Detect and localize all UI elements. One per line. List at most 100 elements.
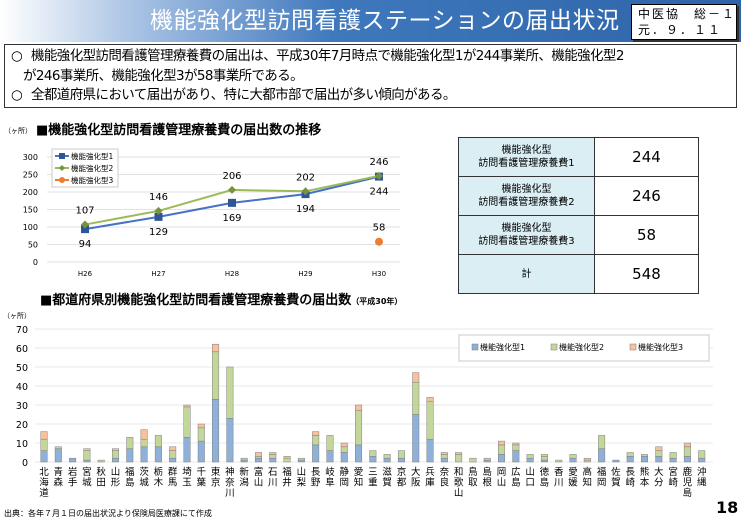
bar-segment-type2: [269, 454, 277, 459]
bar-segment-type1: [154, 446, 162, 463]
bar-segment-type2: [97, 459, 105, 463]
bar-segment-type2: [397, 450, 405, 459]
bar-segment-type2: [297, 457, 305, 461]
x-tick-label-char: 奈: [440, 466, 450, 478]
bar-segment-type2: [569, 454, 577, 459]
x-tick-label-char: 山: [254, 478, 264, 489]
x-tick-label-char: 北: [39, 467, 49, 478]
table-label-line2: 訪問看護管理療養費2: [478, 197, 575, 208]
bar-segment-type3: [269, 452, 277, 455]
x-tick-label-char: 岡: [597, 478, 607, 489]
bar-segment-type1: [169, 457, 177, 463]
bar-segment-type3: [111, 448, 119, 451]
x-tick-label-char: 栃: [154, 466, 164, 478]
x-tick-label-char: 香: [554, 467, 564, 478]
bar-segment-type3: [540, 454, 548, 457]
table-row: 機能強化型 訪問看護管理療養費1 244: [458, 137, 699, 177]
bar-segment-type2: [383, 454, 391, 459]
data-label: 107: [75, 206, 94, 217]
x-tick-label-char: 媛: [568, 477, 578, 489]
y-tick-label: 250: [23, 171, 38, 180]
bar-segment-type2: [254, 456, 262, 459]
x-tick-label-char: 葉: [197, 477, 207, 489]
data-label: 169: [222, 213, 241, 224]
legend-label: 機能強化型1: [480, 342, 525, 352]
table-label: 計: [458, 254, 595, 294]
bar-segment-type1: [197, 440, 205, 463]
badge-line1: 中医協 総－１: [638, 7, 737, 21]
x-tick-label-char: 高: [583, 466, 593, 478]
x-tick-label-char: 形: [111, 477, 121, 489]
data-point: [154, 212, 163, 221]
bar-segment-type2: [340, 446, 348, 453]
x-tick-label-char: 静: [339, 466, 349, 478]
bar-chart-legend: 機能強化型1 機能強化型2 機能強化型3: [458, 334, 710, 362]
bar-segment-type1: [440, 457, 448, 463]
x-tick-label-char: 東: [211, 466, 221, 478]
bar-segment-type2: [140, 438, 148, 448]
bar-segment-type1: [340, 452, 348, 463]
bar-chart: 010203040506070北海道青森岩手宮城秋田山形福島茨城栃木群馬埼玉千葉…: [16, 325, 713, 499]
summary-item-2: ○ 全都道府県において届出があり、特に大都市部で届出が多い傾向がある。: [11, 86, 730, 106]
y-tick-label: 0: [22, 458, 28, 469]
y-tick-label: 150: [23, 206, 38, 215]
table-row: 機能強化型 訪問看護管理療養費2 246: [458, 176, 699, 216]
y-tick-label: 30: [16, 401, 28, 412]
x-tick-label-char: 宮: [668, 466, 678, 478]
bullet-mark: ○: [11, 48, 23, 64]
bar-segment-type2: [197, 427, 205, 442]
bar-chart-title-main: ■都道府県別機能強化型訪問看護管理療養費の届出数: [40, 292, 352, 308]
bar-segment-type1: [226, 418, 234, 463]
x-tick-label-char: 石: [268, 467, 278, 478]
x-tick-label-char: 分: [654, 478, 664, 489]
x-tick-label-char: 重: [368, 477, 378, 489]
y-tick-label: 0: [33, 258, 38, 267]
bar-segment-type3: [512, 442, 520, 446]
bar-segment-type3: [169, 446, 177, 451]
x-tick-label: H29: [298, 270, 312, 278]
data-label: 58: [373, 223, 386, 234]
bar-segment-type3: [426, 397, 434, 402]
line-chart-title: ■機能強化型訪問看護管理療養費の届出数の推移: [36, 122, 321, 138]
bar-segment-type2: [412, 381, 420, 415]
bar-segment-type1: [240, 459, 248, 463]
x-tick-label-char: 兵: [425, 466, 435, 478]
x-tick-label-char: 山: [454, 488, 464, 499]
bar-segment-type2: [512, 444, 520, 451]
bar-segment-type1: [698, 457, 706, 463]
x-tick-label-char: 木: [154, 477, 164, 489]
bar-segment-type2: [669, 452, 677, 459]
table-row: 機能強化型 訪問看護管理療養費3 58: [458, 215, 699, 255]
x-tick-label-char: 秋: [96, 466, 106, 478]
table-label: 機能強化型 訪問看護管理療養費3: [458, 215, 595, 255]
x-tick-label-char: 和: [454, 467, 464, 478]
x-tick-label-char: 鹿: [683, 466, 693, 478]
bar-segment-type2: [169, 450, 177, 459]
bar-segment-type3: [254, 452, 262, 457]
bar-segment-type3: [455, 452, 463, 455]
x-tick-label-char: 福: [125, 466, 135, 478]
x-tick-label-char: 富: [254, 466, 264, 478]
bar-segment-type3: [212, 343, 220, 353]
data-label: 202: [296, 172, 315, 183]
x-tick-label-char: 岡: [339, 478, 349, 489]
x-tick-label-char: 井: [282, 477, 292, 489]
x-tick-label-char: 熊: [640, 466, 650, 478]
bar-segment-type1: [69, 457, 77, 463]
x-tick-label-char: 良: [440, 477, 450, 489]
bar-segment-type2: [469, 457, 477, 463]
bar-segment-type2: [183, 406, 191, 438]
bar-segment-type2: [440, 454, 448, 459]
x-tick-label-char: 山: [111, 467, 121, 478]
data-label: 194: [296, 204, 315, 215]
data-point: [375, 237, 383, 246]
y-tick-label: 70: [16, 325, 28, 336]
bar-chart-ylabel: （ヶ所）: [3, 311, 31, 320]
table-value: 246: [594, 176, 699, 216]
data-point: [228, 185, 236, 194]
legend-swatch: [629, 343, 637, 351]
bar-segment-type2: [498, 444, 506, 455]
bar-segment-type1: [426, 438, 434, 463]
table-label-line2: 訪問看護管理療養費3: [478, 236, 575, 247]
